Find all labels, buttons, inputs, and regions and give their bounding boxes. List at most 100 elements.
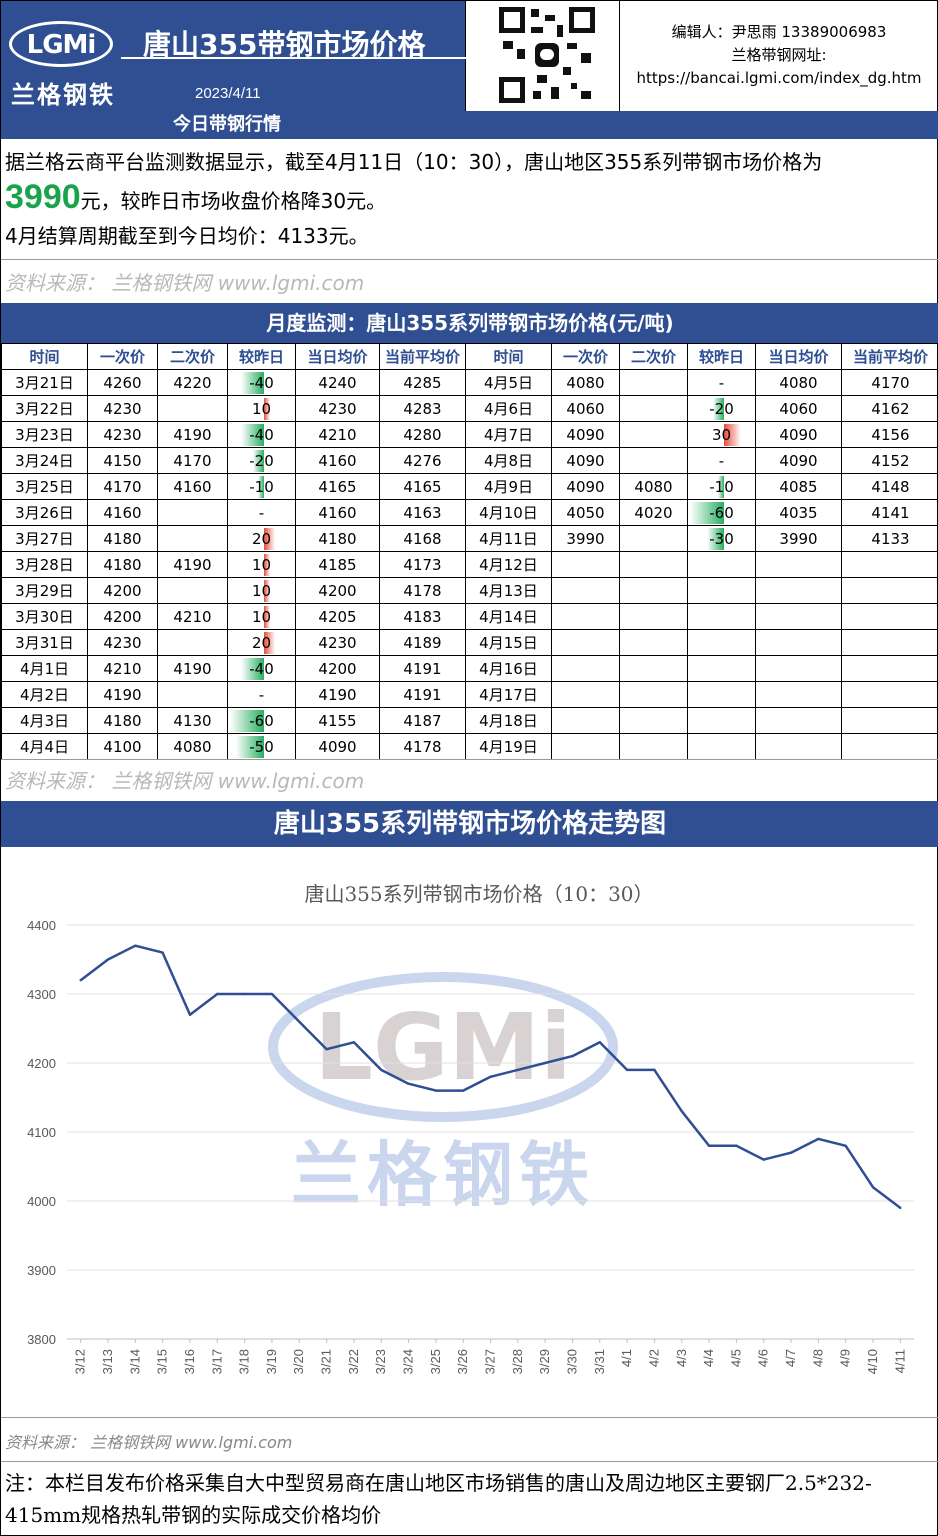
change-cell: -40 [227, 655, 296, 682]
table-cell: 4165 [379, 473, 466, 500]
table-cell: 4200 [87, 603, 158, 630]
table-cell: 4205 [295, 603, 380, 630]
table-cell: 4210 [87, 655, 158, 682]
data-point [325, 1048, 328, 1051]
change-value: 20 [251, 633, 272, 652]
change-cell: 20 [227, 525, 296, 552]
table-cell: 4090 [551, 421, 620, 448]
data-point [489, 1075, 492, 1078]
table-cell [841, 681, 938, 708]
date-cell: 4月17日 [465, 681, 552, 708]
table-cell: 4276 [379, 447, 466, 474]
table-cell: 4148 [841, 473, 938, 500]
date-cell: 4月8日 [465, 447, 552, 474]
x-tick-label: 4/11 [892, 1349, 907, 1373]
table-cell: 4090 [755, 421, 842, 448]
x-tick-label: 4/9 [838, 1349, 853, 1367]
site-url-link[interactable]: https://bancai.lgmi.com/index_dg.htm [636, 69, 922, 87]
table-row: 4月3日 4180 4130 -60 4155 4187 4月18日 [1, 707, 938, 734]
table-cell: 4191 [379, 681, 466, 708]
table-cell [755, 733, 842, 760]
change-bar-down [718, 476, 724, 498]
table-cell: 4183 [379, 603, 466, 630]
data-point [653, 1068, 656, 1072]
table-cell [157, 577, 228, 604]
table-row: 4月1日 4210 4190 -40 4200 4191 4月16日 [1, 655, 938, 682]
table-cell: 4190 [295, 681, 380, 708]
site-label: 兰格带钢网址: [731, 46, 827, 64]
data-point [680, 1110, 683, 1113]
table-row: 3月27日 4180 20 4180 4168 4月11日 3990 -30 3990 4133 [1, 525, 938, 552]
column-header: 当前平均价 [841, 343, 938, 370]
table-cell: 4190 [87, 681, 158, 708]
data-point [762, 1158, 765, 1161]
table-cell: 4220 [157, 369, 228, 396]
data-point [871, 1186, 875, 1189]
table-row: 4月2日 4190-4190 4191 4月17日 [1, 681, 938, 708]
table-cell [687, 629, 756, 656]
column-header: 较昨日 [227, 343, 296, 370]
table-cell: 4230 [295, 629, 380, 656]
table-row: 3月29日 4200 10 4200 4178 4月13日 [1, 577, 938, 604]
table-cell [619, 447, 688, 474]
change-cell: -10 [687, 473, 756, 500]
data-point [735, 1144, 738, 1147]
data-point [543, 1061, 547, 1065]
report-date: 2023/4/11 [195, 85, 261, 102]
data-point [380, 1068, 383, 1072]
table-row: 3月23日 4230 4190 -40 4210 4280 4月7日 4090 30 4090 41… [1, 421, 938, 448]
change-bar-up [264, 528, 276, 550]
data-point [844, 1144, 847, 1147]
change-value: -10 [249, 477, 274, 496]
table-cell: 4020 [619, 499, 688, 526]
table-cell [551, 707, 620, 734]
table-cell: 4180 [87, 525, 158, 552]
change-value: -20 [709, 399, 734, 418]
summary-line-3: 4月结算周期截至到今日均价：4133元。 [5, 224, 369, 248]
watermark-cn-text: 兰格钢铁 [291, 1133, 595, 1216]
watermark-logo-ring [268, 972, 618, 1122]
change-cell: -40 [227, 421, 296, 448]
column-header: 当前平均价 [379, 343, 466, 370]
table-cell: 4191 [379, 655, 466, 682]
source-note-2: 资料来源： 兰格钢铁网 www.lgmi.com [5, 769, 365, 793]
change-value: -20 [249, 451, 274, 470]
column-header: 二次价 [619, 343, 688, 370]
table-cell: - [227, 499, 296, 526]
change-cell: -20 [687, 395, 756, 422]
table-row: 3月21日 4260 4220 -40 4240 4285 4月5日 4080-4080 417… [1, 369, 938, 396]
table-cell: 4189 [379, 629, 466, 656]
table-cell [619, 707, 688, 734]
summary-line-1: 据兰格云商平台监测数据显示，截至4月11日（10：30），唐山地区355系列带钢… [5, 150, 823, 174]
date-cell: 4月16日 [465, 655, 552, 682]
table-cell: 4160 [295, 499, 380, 526]
table-cell [551, 629, 620, 656]
table-cell: 4080 [755, 369, 842, 396]
table-cell [157, 629, 228, 656]
x-tick-label: 3/13 [100, 1349, 115, 1374]
table-cell [619, 551, 688, 578]
table-cell: 4170 [157, 447, 228, 474]
data-point [625, 1068, 629, 1072]
table-cell [841, 707, 938, 734]
summary-line-2: 3990元，较昨日市场收盘价格降30元。 [5, 180, 930, 219]
table-cell [687, 655, 756, 682]
table-cell [755, 551, 842, 578]
table-cell [619, 733, 688, 760]
change-value: -30 [709, 529, 734, 548]
x-tick-label: 3/24 [401, 1349, 416, 1374]
header-banner: LGMi 兰格钢铁 唐山355带钢市场价格 2023/4/11 [1, 1, 466, 111]
x-tick-label: 3/17 [209, 1349, 224, 1374]
date-cell: 3月25日 [1, 473, 88, 500]
table-cell [619, 681, 688, 708]
data-point [106, 958, 110, 961]
change-cell: -10 [227, 473, 296, 500]
date-cell: 4月10日 [465, 499, 552, 526]
y-tick-label: 4200 [27, 1056, 56, 1071]
data-point [188, 1013, 192, 1016]
change-value: 30 [711, 425, 732, 444]
data-point [434, 1089, 438, 1092]
table-cell [551, 551, 620, 578]
table-cell [157, 395, 228, 422]
page-title: 唐山355带钢市场价格 [143, 28, 426, 61]
